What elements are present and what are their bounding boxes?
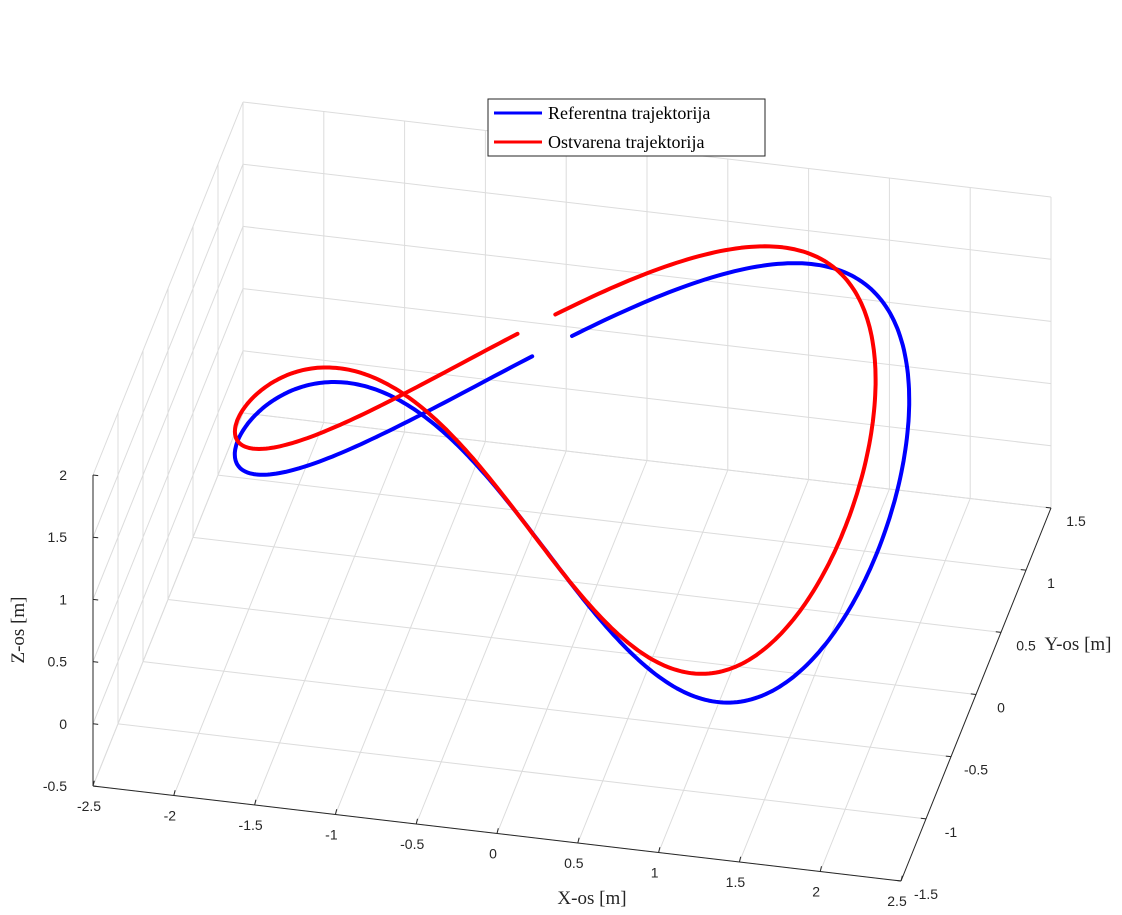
grid-line-floor-y [217, 474, 1027, 571]
grid-line-sidewall-z [92, 226, 244, 600]
y-tick [1020, 569, 1027, 571]
x-tick [900, 875, 903, 882]
x-tick [92, 780, 95, 787]
z-tick [92, 661, 99, 663]
y-tick [945, 755, 952, 758]
y-tick-label: -1 [945, 824, 958, 840]
z-tick [92, 474, 99, 477]
y-tick-label: 0 [997, 700, 1005, 716]
x-tick [819, 866, 822, 872]
axes-layer: -2.5 -2 -1.5 -1 -0.5 0 0.5 1 1.5 2 2.5 -1.5 -1 -0.5 0 0… [43, 467, 1086, 909]
z-tick [92, 598, 99, 601]
y-tick-label: -0.5 [964, 762, 988, 778]
series-layer [232, 244, 912, 705]
z-tick-label: -0.5 [43, 778, 67, 794]
x-tick [658, 847, 661, 853]
y-tick [995, 631, 1002, 633]
y-tick-label: -1.5 [914, 886, 938, 902]
x-tick [415, 818, 418, 825]
z-tick-label: 1.5 [48, 529, 68, 545]
legend-box [487, 98, 766, 157]
z-tick-label: 1 [59, 591, 67, 607]
x-tick [334, 809, 338, 815]
x-tick [738, 856, 742, 863]
x-tick-label: -1 [325, 827, 338, 843]
grid-line-backwall-z [242, 163, 1052, 260]
x-tick-label: 1 [651, 865, 659, 881]
x-tick-label: -2 [164, 808, 177, 824]
x-axis-label: X-os [m] [557, 888, 626, 909]
x-tick-label: 0.5 [564, 855, 584, 871]
z-tick-label: 2 [59, 467, 67, 483]
legend-label-referentna: Referentna trajektorija [548, 103, 710, 123]
x-tick-label: 1.5 [726, 874, 746, 890]
x-tick [496, 828, 499, 834]
y-tick [970, 693, 977, 695]
z-tick-label: 0 [59, 716, 67, 732]
grid-line-sidewall-z [92, 350, 244, 724]
grid-line-floor-y [167, 599, 977, 695]
x-tick [173, 790, 176, 796]
x-tick-label: 0 [489, 846, 497, 862]
grid-line-floor-y [117, 723, 927, 820]
x-tick-label: -2.5 [77, 798, 101, 814]
grid-line-sidewall-z [92, 288, 244, 662]
x-tick-label: -0.5 [400, 836, 424, 852]
grid-line-backwall-z [242, 412, 1052, 509]
y-tick [920, 817, 927, 820]
x-tick [577, 837, 580, 844]
x-tick-label: 2.5 [887, 893, 907, 909]
grid-line-backwall-z [242, 288, 1052, 385]
z-axis-label: Z-os [m] [8, 596, 29, 663]
grid-line-sidewall-z [92, 164, 244, 538]
series-line-referentna [232, 261, 912, 705]
grid-layer [92, 101, 1052, 882]
grid-line-backwall-z [242, 350, 1052, 447]
grid-line-floor-y [192, 536, 1002, 633]
z-tick-label: 0.5 [48, 654, 68, 670]
z-tick [92, 536, 99, 539]
y-tick-label: 1.5 [1066, 513, 1086, 529]
z-tick [92, 723, 99, 725]
grid-line-sidewall-z [92, 412, 244, 787]
legend: Referentna trajektorija Ostvarena trajek… [487, 98, 766, 157]
y-tick [895, 879, 902, 882]
x-tick-label: -1.5 [239, 817, 263, 833]
legend-label-ostvarena: Ostvarena trajektorija [548, 132, 704, 152]
grid-line-floor-y [142, 661, 952, 758]
x-tick [254, 799, 257, 806]
y-tick-label: 0.5 [1016, 637, 1036, 653]
z-tick [92, 785, 99, 788]
x-tick-label: 2 [812, 884, 820, 900]
grid-line-sidewall-z [92, 101, 244, 476]
y-tick [1045, 506, 1052, 509]
y-tick-label: 1 [1047, 575, 1055, 591]
y-axis-label: Y-os [m] [1044, 634, 1111, 655]
series-line-ostvarena [232, 244, 878, 676]
